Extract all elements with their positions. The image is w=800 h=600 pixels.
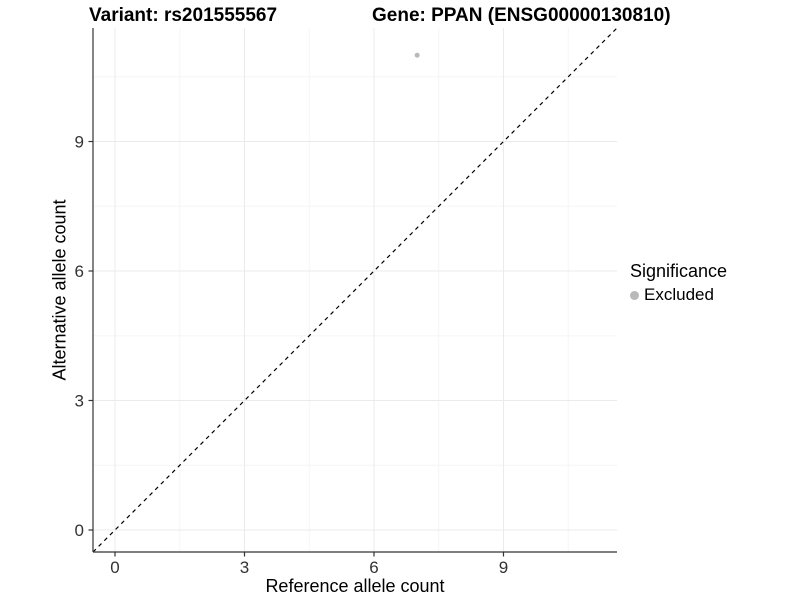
gene-title: Gene: PPAN (ENSG00000130810): [372, 5, 671, 26]
data-point: [414, 52, 420, 58]
x-tick-label: 0: [110, 558, 119, 577]
y-tick-label: 3: [75, 391, 84, 410]
legend-title: Significance: [630, 261, 728, 281]
y-tick-label: 9: [75, 133, 84, 152]
legend-point-swatch: [630, 290, 639, 300]
x-tick-label: 6: [369, 558, 378, 577]
y-tick-label: 0: [75, 521, 84, 540]
legend-item-excluded: Excluded: [630, 285, 727, 305]
y-axis-title: Alternative allele count: [49, 199, 70, 381]
legend-item-label: Excluded: [644, 285, 714, 304]
legend: Significance Excluded: [630, 261, 727, 305]
x-tick-label: 3: [240, 558, 249, 577]
variant-title: Variant: rs201555567: [89, 5, 278, 26]
x-axis-title: Reference allele count: [265, 576, 445, 596]
identity-dashed-line: [92, 27, 618, 553]
x-tick-label: 9: [499, 558, 508, 577]
y-tick-label: 6: [75, 262, 84, 281]
